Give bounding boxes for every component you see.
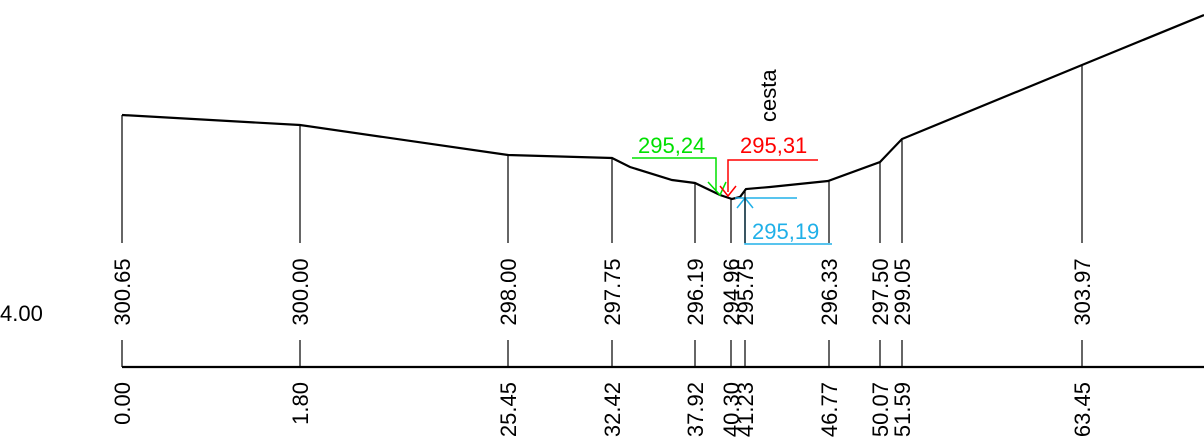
elevation-label: 297.50 [868,258,893,325]
left-level-marker [632,157,727,197]
right-level-label: 295,31 [740,133,807,158]
distance-label: 1.80 [288,382,313,425]
distance-label: 50.07 [868,382,893,437]
elevation-label: 294.96 [719,258,744,325]
distance-label: 37.92 [683,382,708,437]
elevation-label: 296.19 [683,258,708,325]
distance-label: 51.59 [890,382,915,437]
elevation-label: 303.97 [1070,258,1095,325]
elevation-label: 296.33 [817,258,842,325]
left-level-label: 295,24 [638,133,705,158]
terrain [121,13,1204,201]
right-level-marker [719,159,818,198]
elevation-label: 299.05 [890,258,915,325]
distance-label: 63.45 [1070,382,1095,437]
elevation-label: 300.00 [288,258,313,325]
elevation-label: 295.75 [733,258,758,325]
elevation-label: 300.65 [110,258,135,325]
distance-label: 25.45 [496,382,521,437]
elevation-label: 297.75 [600,258,625,325]
distance-label: 0.00 [110,382,135,425]
bottom-level-label: 295,19 [752,219,819,244]
distance-label: 40.30 [719,382,744,437]
distance-label: 46.77 [817,382,842,437]
distance-label: 32.42 [600,382,625,437]
datum-label: 4.00 [0,301,43,326]
elevation-label: 298.00 [496,258,521,325]
distance-label: 41.23 [733,382,758,437]
road-label: cesta [756,69,781,122]
